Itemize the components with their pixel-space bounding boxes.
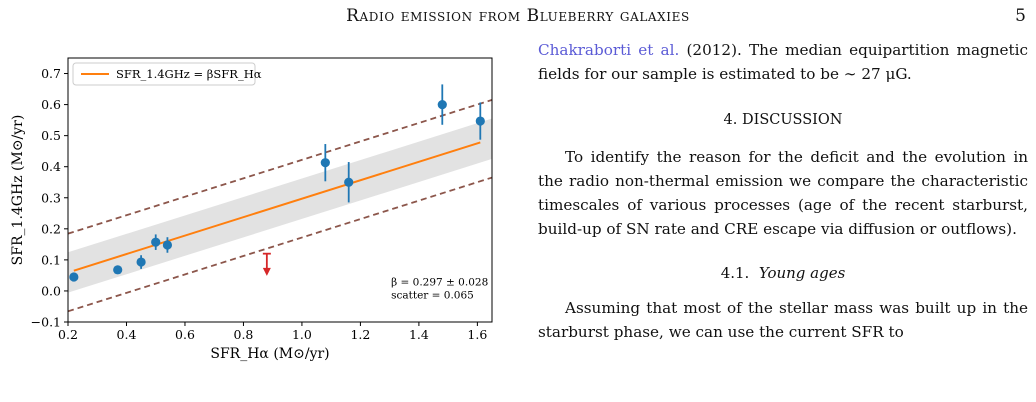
data-point-8 xyxy=(437,99,447,110)
text-column: Chakraborti et al. (2012). The median eq… xyxy=(538,38,1028,344)
x-tick-label: 0.6 xyxy=(175,327,195,342)
y-tick-label: 0.1 xyxy=(41,252,61,267)
fit-line xyxy=(73,141,481,272)
data-point-3 xyxy=(136,257,146,267)
page-number: 5 xyxy=(1015,6,1026,26)
chart-sfr-scatter: 0.2 0.4 0.6 0.8 1.0 1.2 1.4 1.6 −0.1 0.0 0.1 0.2 0.3… xyxy=(10,57,493,362)
y-tick-label: 0.0 xyxy=(41,283,61,298)
x-tick-label: 0.8 xyxy=(234,327,254,342)
subsection-heading-young-ages: 4.1. Young ages xyxy=(720,264,846,283)
y-tick-label: −0.1 xyxy=(31,315,61,330)
paragraph-young-ages: Assuming that most of the stellar mass w… xyxy=(538,298,1028,341)
y-tick-label: 0.6 xyxy=(41,97,61,112)
paragraph-discussion: To identify the reason for the deficit a… xyxy=(538,147,1028,239)
data-point-6 xyxy=(320,158,330,168)
y-tick-label: 0.7 xyxy=(41,66,61,81)
x-tick-label: 1.2 xyxy=(350,327,370,342)
data-point-4 xyxy=(151,237,161,247)
x-tick-label: 1.0 xyxy=(292,327,312,342)
data-point-1 xyxy=(69,272,79,282)
x-tick-label: 1.6 xyxy=(467,327,487,342)
page-header: Radio emission from Blueberry galaxies 5 xyxy=(0,4,1036,30)
y-tick-label: 0.3 xyxy=(41,190,61,205)
x-tick-label: 0.4 xyxy=(117,327,137,342)
data-point-7 xyxy=(344,177,354,187)
running-title: Radio emission from Blueberry galaxies xyxy=(346,6,690,26)
paragraph-equipartition: Chakraborti et al. (2012). The median eq… xyxy=(538,41,1028,84)
legend-box xyxy=(72,62,256,86)
annotation-line-1: β = 0.297 ± 0.028 xyxy=(391,277,488,289)
citation-link[interactable]: Chakraborti et al. xyxy=(538,41,680,59)
data-point-9 xyxy=(475,116,485,126)
x-axis-label: SFR_Hα (M⊙/yr) xyxy=(210,346,329,362)
legend-label: SFR_1.4GHz = βSFR_Hα xyxy=(116,67,262,81)
figure-sfr-comparison: 0.2 0.4 0.6 0.8 1.0 1.2 1.4 1.6 −0.1 0.0 0.1 0.2 0.3… xyxy=(0,40,505,385)
y-tick-label: 0.2 xyxy=(41,221,61,236)
plot-frame xyxy=(67,57,493,323)
annotation-line-2: scatter = 0.065 xyxy=(391,290,474,302)
dashed-line-1 xyxy=(67,99,493,235)
data-point-5 xyxy=(162,240,173,250)
section-heading-discussion: 4. DISCUSSION xyxy=(723,112,843,129)
x-tick-label: 0.2 xyxy=(58,327,78,342)
y-tick-label: 0.5 xyxy=(41,128,61,143)
data-point-2 xyxy=(113,265,123,275)
x-tick-label: 1.4 xyxy=(409,327,429,342)
dashed-line-2 xyxy=(67,176,493,313)
y-axis-label: SFR_1.4GHz (M⊙/yr) xyxy=(10,115,26,266)
y-tick-label: 0.4 xyxy=(41,159,61,174)
upper-limit-arrow xyxy=(262,267,271,276)
